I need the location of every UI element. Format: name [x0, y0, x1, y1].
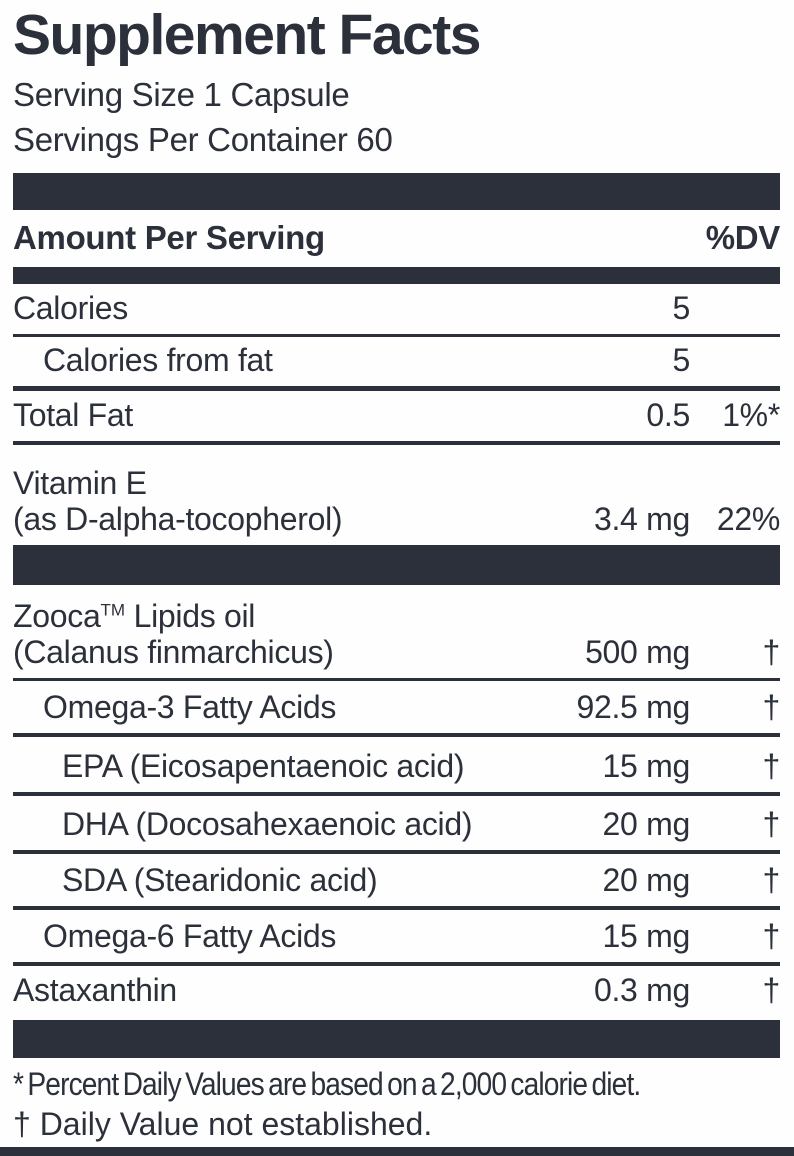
nutrient-name: Vitamin E (as D-alpha-tocopherol)	[13, 465, 594, 538]
nutrient-dv: 22%	[716, 501, 780, 538]
nutrient-dv: 1%*	[722, 397, 780, 434]
trademark-symbol: TM	[100, 600, 125, 620]
nutrient-dv: †	[762, 689, 781, 726]
nutrient-name: Total Fat	[13, 397, 134, 434]
percent-dv-footnote: * Percent Daily Values are based on a 2,…	[13, 1064, 780, 1104]
nutrient-amount: 5	[672, 342, 691, 379]
dagger-footnote: † Daily Value not established.	[13, 1105, 433, 1142]
nutrient-dv: †	[762, 634, 781, 671]
nutrient-name-line2: (as D-alpha-tocopherol)	[13, 501, 343, 538]
nutrient-row-astaxanthin: Astaxanthin 0.3 mg †	[13, 966, 780, 1016]
nutrient-name: Omega-6 Fatty Acids	[43, 918, 337, 955]
nutrient-dv: †	[762, 862, 781, 899]
nutrient-name: Calories	[13, 290, 128, 327]
nutrient-row-zooca-lipids-oil: ZoocaTM Lipids oil (Calanus finmarchicus…	[13, 585, 780, 681]
nutrient-amount: 0.5	[646, 397, 690, 434]
nutrient-row-omega-6: Omega-6 Fatty Acids 15 mg †	[13, 910, 780, 966]
nutrient-amount: 3.4 mg	[593, 501, 690, 538]
nutrient-row-vitamin-e: Vitamin E (as D-alpha-tocopherol) 3.4 mg…	[13, 445, 780, 545]
nutrient-row-calories-from-fat: Calories from fat 5	[13, 337, 780, 391]
nutrient-amount: 500 mg	[585, 634, 690, 671]
nutrient-name: Astaxanthin	[13, 972, 177, 1009]
amount-per-serving-label: Amount Per Serving	[13, 219, 325, 257]
nutrient-amount: 0.3 mg	[593, 972, 690, 1009]
divider-bar-footer	[13, 1019, 780, 1058]
nutrient-dv: †	[762, 972, 781, 1009]
nutrient-name-line2: (Calanus finmarchicus)	[13, 634, 334, 671]
nutrient-name: Omega-3 Fatty Acids	[43, 689, 337, 726]
nutrient-row-sda: SDA (Stearidonic acid) 20 mg †	[13, 854, 780, 910]
brand-name-rest: Lipids oil	[125, 598, 256, 635]
nutrient-name-line1: Vitamin E	[13, 465, 147, 502]
nutrient-amount: 15 mg	[602, 748, 691, 785]
column-header-row: Amount Per Serving %DV	[13, 210, 780, 267]
bottom-edge-bar	[0, 1147, 794, 1156]
nutrient-name: EPA (Eicosapentaenoic acid)	[62, 748, 465, 785]
servings-per-container: Servings Per Container 60	[13, 120, 393, 158]
nutrient-row-omega-3: Omega-3 Fatty Acids 92.5 mg †	[13, 681, 780, 737]
brand-name: Zooca	[13, 598, 101, 635]
divider-bar-header	[13, 266, 780, 284]
nutrient-dv: †	[762, 748, 781, 785]
nutrient-amount: 92.5 mg	[576, 689, 690, 726]
nutrient-row-dha: DHA (Docosahexaenoic acid) 20 mg †	[13, 796, 780, 854]
panel-title: Supplement Facts	[13, 3, 481, 67]
nutrient-name: ZoocaTM Lipids oil (Calanus finmarchicus…	[13, 598, 585, 671]
nutrient-name-line1: ZoocaTM Lipids oil	[13, 598, 585, 635]
nutrient-amount: 20 mg	[602, 862, 691, 899]
nutrient-row-total-fat: Total Fat 0.5 1%*	[13, 391, 780, 445]
serving-size: Serving Size 1 Capsule	[13, 75, 350, 113]
nutrient-name: Calories from fat	[43, 342, 273, 379]
serving-info: Serving Size 1 Capsule Servings Per Cont…	[13, 72, 780, 162]
nutrient-amount: 15 mg	[602, 918, 691, 955]
nutrient-dv: †	[762, 806, 781, 843]
percent-dv-footnote-text: * Percent Daily Values are based on a 2,…	[13, 1065, 641, 1102]
footnotes: * Percent Daily Values are based on a 2,…	[13, 1064, 780, 1144]
divider-bar-section	[13, 544, 780, 585]
nutrient-dv: †	[762, 918, 781, 955]
nutrient-amount: 20 mg	[602, 806, 691, 843]
nutrient-row-calories: Calories 5	[13, 284, 780, 337]
nutrient-name: DHA (Docosahexaenoic acid)	[62, 806, 473, 843]
nutrient-amount: 5	[672, 290, 691, 327]
nutrient-name: SDA (Stearidonic acid)	[62, 862, 378, 899]
percent-dv-label: %DV	[705, 219, 781, 257]
divider-bar-top	[13, 172, 780, 210]
nutrient-row-epa: EPA (Eicosapentaenoic acid) 15 mg †	[13, 737, 780, 796]
